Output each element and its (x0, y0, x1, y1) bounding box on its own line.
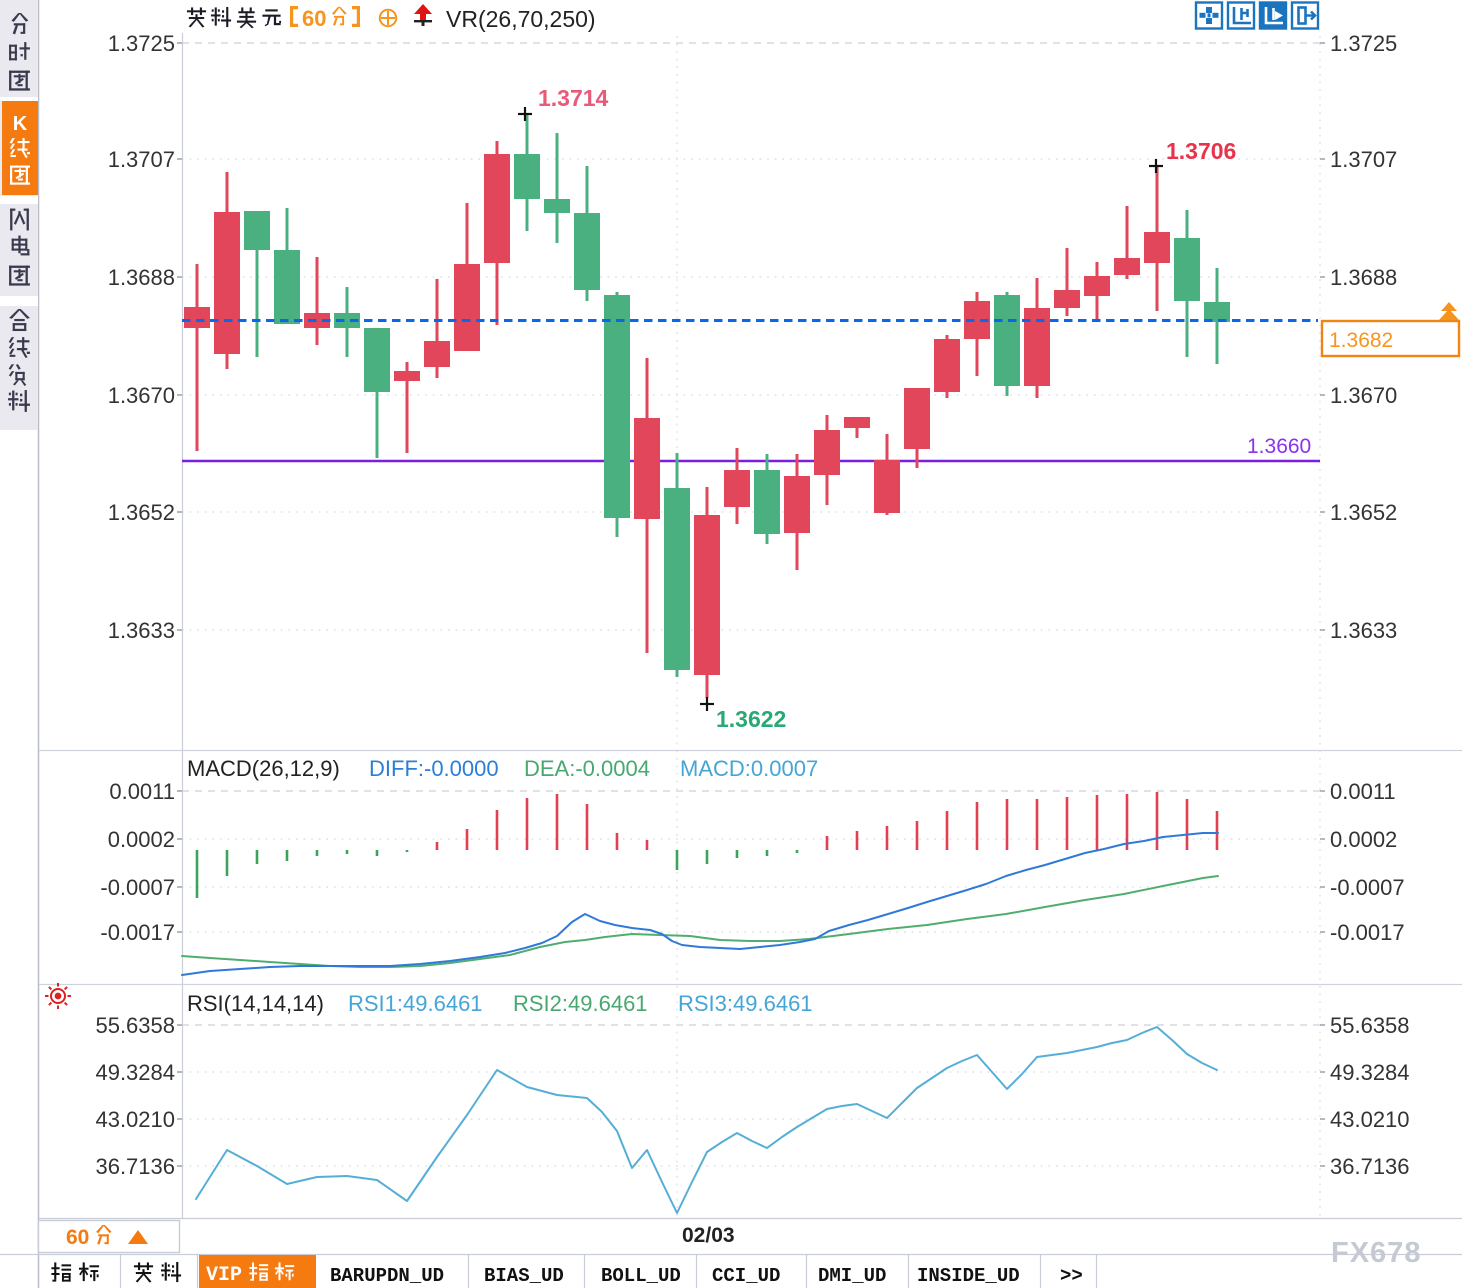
svg-text:55.6358: 55.6358 (95, 1013, 175, 1038)
svg-text:RSI1:49.6461: RSI1:49.6461 (348, 991, 483, 1016)
svg-text:1.3682: 1.3682 (1329, 329, 1393, 352)
svg-text:0.0002: 0.0002 (108, 827, 175, 852)
svg-text:BARUPDN_UD: BARUPDN_UD (330, 1265, 444, 1287)
svg-text:43.0210: 43.0210 (95, 1107, 175, 1132)
svg-text:1.3670: 1.3670 (1330, 383, 1397, 408)
svg-text:RSI(14,14,14): RSI(14,14,14) (187, 991, 324, 1016)
svg-text:DMI_UD: DMI_UD (818, 1265, 886, 1287)
svg-text:INSIDE_UD: INSIDE_UD (917, 1265, 1020, 1287)
svg-text:1.3714: 1.3714 (538, 85, 609, 111)
svg-text:K: K (13, 113, 28, 135)
svg-text:60: 60 (66, 1226, 89, 1249)
svg-text:0.0002: 0.0002 (1330, 827, 1397, 852)
svg-text:1.3688: 1.3688 (108, 265, 175, 290)
svg-text:CCI_UD: CCI_UD (712, 1265, 780, 1287)
svg-text:1.3622: 1.3622 (716, 706, 786, 732)
svg-text:RSI2:49.6461: RSI2:49.6461 (513, 991, 648, 1016)
svg-text:-0.0007: -0.0007 (1330, 875, 1405, 900)
svg-text:60: 60 (302, 6, 326, 31)
svg-text:FX678: FX678 (1331, 1237, 1421, 1269)
svg-text:36.7136: 36.7136 (1330, 1154, 1410, 1179)
svg-text:-0.0017: -0.0017 (100, 920, 175, 945)
svg-text:49.3284: 49.3284 (1330, 1060, 1410, 1085)
svg-text:VIP: VIP (206, 1264, 242, 1287)
svg-text:0.0011: 0.0011 (1330, 779, 1396, 804)
svg-text:1.3670: 1.3670 (108, 383, 175, 408)
svg-text:1.3652: 1.3652 (1330, 500, 1397, 525)
svg-text:1.3707: 1.3707 (1330, 147, 1397, 172)
svg-text:1.3706: 1.3706 (1166, 138, 1236, 164)
svg-text:DIFF:-0.0000: DIFF:-0.0000 (369, 756, 499, 781)
svg-text:1.3707: 1.3707 (108, 147, 175, 172)
svg-text:43.0210: 43.0210 (1330, 1107, 1410, 1132)
svg-text:RSI3:49.6461: RSI3:49.6461 (678, 991, 813, 1016)
svg-text:MACD:0.0007: MACD:0.0007 (680, 756, 818, 781)
svg-text:MACD(26,12,9): MACD(26,12,9) (187, 756, 340, 781)
svg-text:02/03: 02/03 (682, 1224, 735, 1247)
svg-text:36.7136: 36.7136 (95, 1154, 175, 1179)
svg-text:-0.0007: -0.0007 (100, 875, 175, 900)
svg-text:55.6358: 55.6358 (1330, 1013, 1410, 1038)
svg-text:1.3660: 1.3660 (1247, 435, 1311, 458)
svg-text:DEA:-0.0004: DEA:-0.0004 (524, 756, 650, 781)
svg-text:1.3725: 1.3725 (108, 31, 175, 56)
svg-text:0.0011: 0.0011 (109, 779, 175, 804)
svg-text:1.3688: 1.3688 (1330, 265, 1397, 290)
svg-text:-0.0017: -0.0017 (1330, 920, 1405, 945)
svg-text:VR(26,70,250): VR(26,70,250) (446, 6, 596, 32)
svg-text:BOLL_UD: BOLL_UD (601, 1265, 681, 1287)
svg-text:1.3633: 1.3633 (108, 618, 175, 643)
svg-text:1.3633: 1.3633 (1330, 618, 1397, 643)
svg-text:49.3284: 49.3284 (95, 1060, 175, 1085)
svg-text:1.3725: 1.3725 (1330, 31, 1397, 56)
svg-text:BIAS_UD: BIAS_UD (484, 1265, 564, 1287)
svg-text:1.3652: 1.3652 (108, 500, 175, 525)
svg-text:>>: >> (1060, 1265, 1083, 1287)
